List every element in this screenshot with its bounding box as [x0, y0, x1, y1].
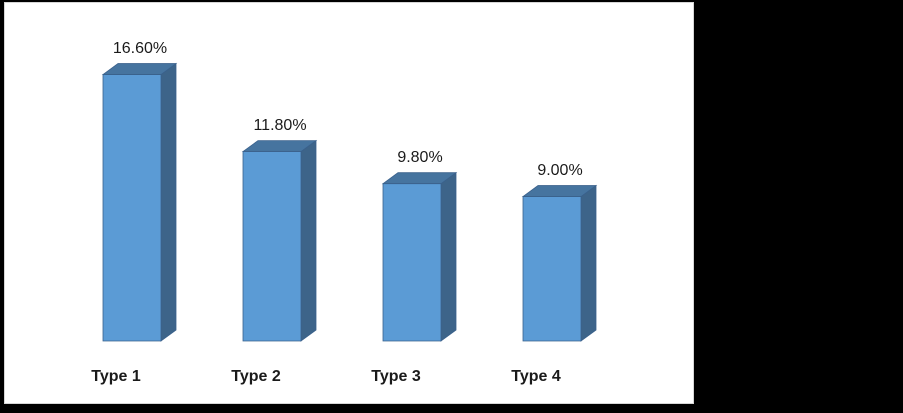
bar-side-face: [440, 171, 457, 342]
category-label: Type 4: [511, 368, 561, 385]
bar-chart-canvas: [101, 62, 598, 342]
bar-side-face: [580, 184, 597, 342]
bar-front-face: [102, 74, 162, 342]
bar-front-face: [242, 151, 302, 342]
bar-value-label: 16.60%: [112, 39, 168, 57]
category-label: Type 3: [371, 368, 421, 385]
bar-value-label: 9.80%: [397, 148, 443, 166]
bar-value-label: 11.80%: [253, 116, 307, 134]
document-page: 16.60% 11.80% 9.80% 9.00% Type 1 Type 2 …: [4, 2, 694, 404]
category-label: Type 1: [91, 368, 141, 385]
bar-front-face: [382, 183, 442, 342]
category-label: Type 2: [231, 368, 281, 385]
bar-front-face: [522, 196, 582, 342]
bar-side-face: [160, 62, 177, 342]
bar-side-face: [300, 139, 317, 342]
bar-value-label: 9.00%: [537, 161, 583, 179]
